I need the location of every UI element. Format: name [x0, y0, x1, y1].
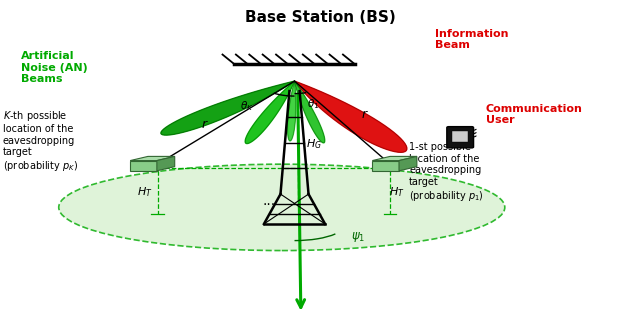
Text: 1-st possible
location of the
eavesdropping
target
(probability $p_1$): 1-st possible location of the eavesdropp…	[409, 142, 484, 203]
Text: $\theta_K$: $\theta_K$	[240, 99, 253, 113]
FancyBboxPatch shape	[447, 127, 474, 148]
Polygon shape	[399, 156, 417, 171]
Polygon shape	[157, 156, 175, 171]
Text: ...: ...	[262, 194, 276, 208]
Text: Artificial
Noise (AN)
Beams: Artificial Noise (AN) Beams	[20, 51, 87, 84]
Text: Information
Beam: Information Beam	[435, 29, 508, 50]
Text: $\psi_1$: $\psi_1$	[351, 230, 365, 244]
Polygon shape	[245, 81, 294, 144]
Polygon shape	[294, 81, 324, 143]
Text: Base Station (BS): Base Station (BS)	[244, 10, 396, 25]
Text: $H_\mathregular{T}$: $H_\mathregular{T}$	[388, 186, 404, 199]
Text: $\theta_1$: $\theta_1$	[307, 97, 320, 111]
Text: $H_\mathregular{T}$: $H_\mathregular{T}$	[137, 186, 152, 199]
Polygon shape	[294, 81, 407, 152]
Text: $r$: $r$	[202, 118, 209, 131]
Polygon shape	[372, 156, 417, 160]
Ellipse shape	[59, 164, 505, 251]
Polygon shape	[372, 160, 399, 171]
Polygon shape	[287, 81, 296, 141]
Text: $H_\mathregular{G}$: $H_\mathregular{G}$	[306, 137, 322, 151]
FancyBboxPatch shape	[452, 131, 468, 142]
Polygon shape	[130, 156, 175, 160]
Text: $K$-th possible
location of the
eavesdropping
target
(probability $p_K$): $K$-th possible location of the eavesdro…	[3, 109, 77, 173]
Polygon shape	[130, 160, 157, 171]
Polygon shape	[161, 81, 294, 135]
Text: Communication
User: Communication User	[486, 104, 582, 125]
Text: $r$: $r$	[361, 108, 369, 121]
